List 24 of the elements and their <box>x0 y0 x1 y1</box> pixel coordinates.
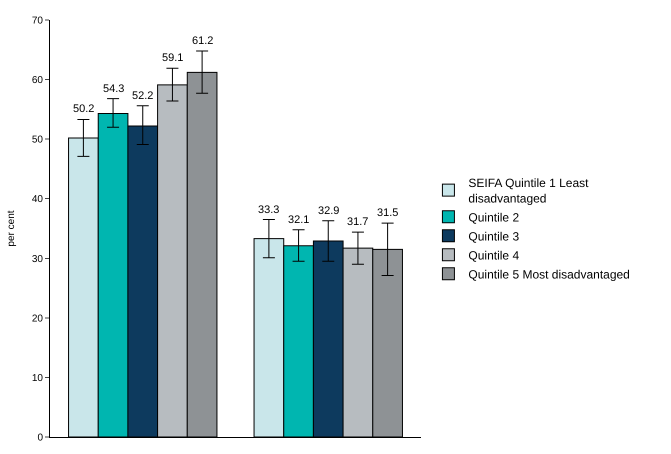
data-label: 61.2 <box>192 35 214 47</box>
data-label: 32.9 <box>318 205 340 217</box>
data-label: 33.3 <box>258 204 280 216</box>
y-tick-label: 0 <box>37 432 44 444</box>
data-label: 31.7 <box>347 216 368 228</box>
legend-label: Quintile 3 <box>468 229 520 244</box>
legend-label: SEIFA Quintile 1 Least disadvantaged <box>468 176 590 206</box>
data-label: 32.1 <box>288 214 310 226</box>
y-tick-label: 60 <box>32 75 44 86</box>
data-label: 50.2 <box>73 103 94 115</box>
y-tick-label: 20 <box>32 313 44 324</box>
y-tick-label: 40 <box>32 194 44 206</box>
y-tick-label: 70 <box>32 16 44 26</box>
y-tick-label: 30 <box>32 254 44 265</box>
data-label: 52.2 <box>132 90 154 102</box>
y-tick-label: 10 <box>32 372 44 384</box>
data-label: 59.1 <box>162 52 184 64</box>
y-axis-title: per cent <box>6 210 17 247</box>
legend-label: Quintile 4 <box>468 248 520 262</box>
legend-label: Quintile 2 <box>468 210 520 224</box>
data-label: 31.5 <box>377 207 398 219</box>
y-tick-label: 50 <box>32 134 44 146</box>
legend-label: Quintile 5 Most disadvantaged <box>468 267 630 282</box>
data-label: 54.3 <box>103 83 124 95</box>
